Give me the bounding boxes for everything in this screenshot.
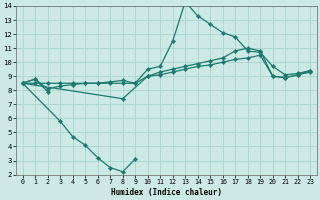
X-axis label: Humidex (Indice chaleur): Humidex (Indice chaleur)	[111, 188, 222, 197]
